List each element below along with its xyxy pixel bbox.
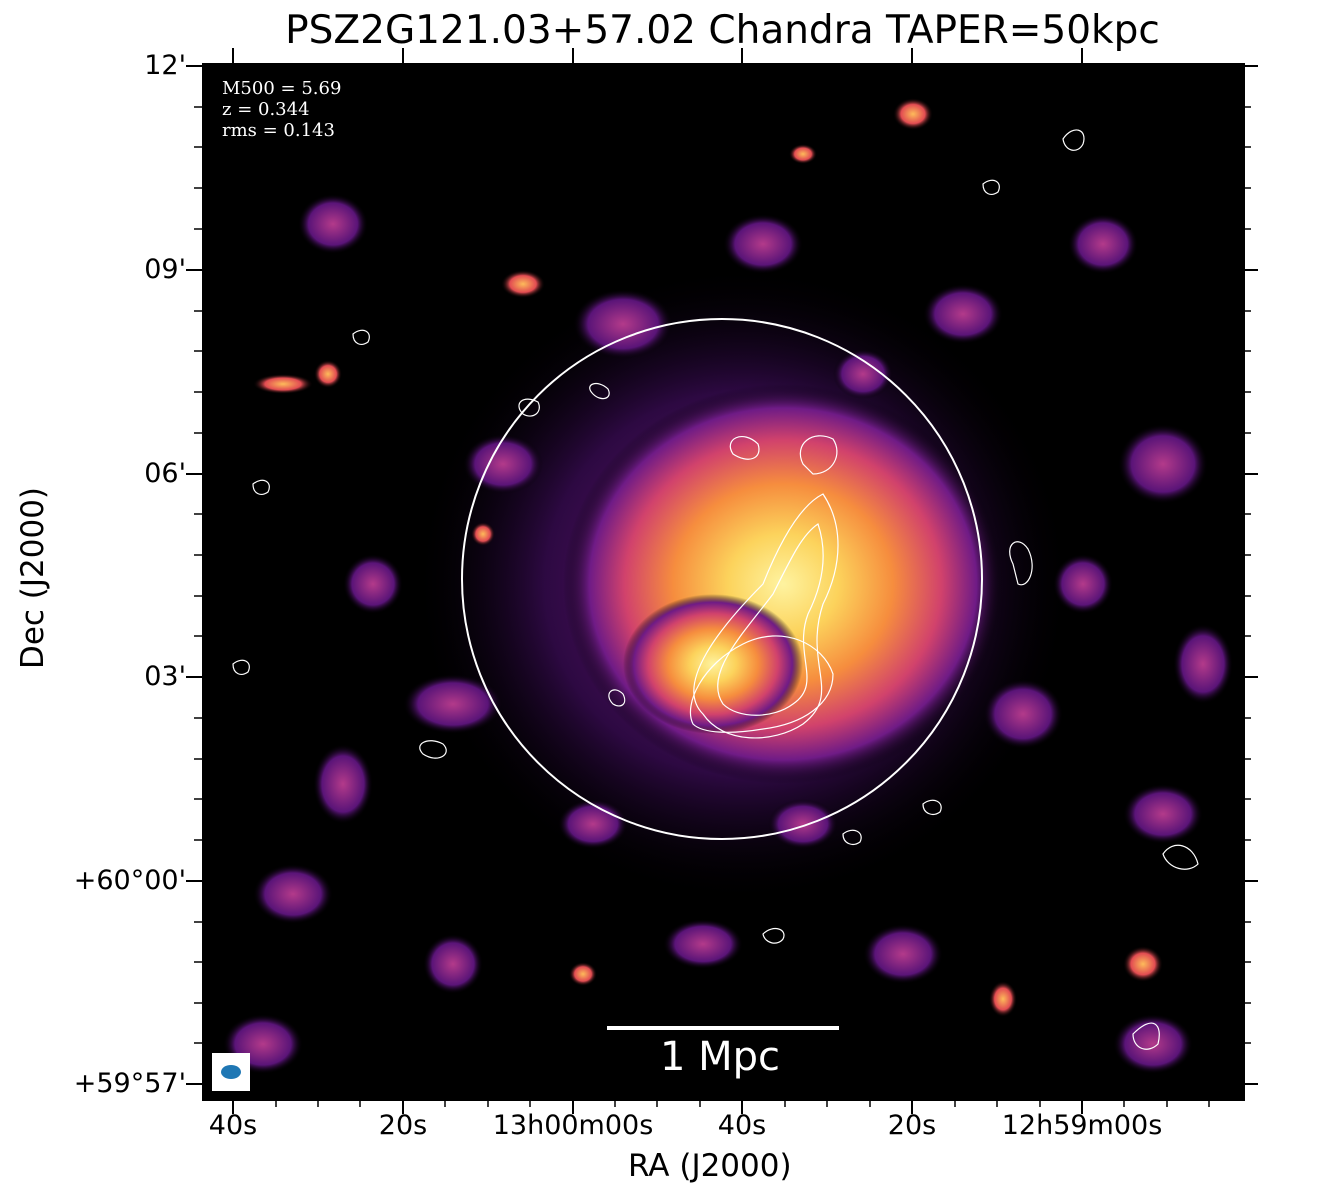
ytick-label: +59°57' bbox=[73, 1068, 186, 1099]
cluster-subpeak bbox=[623, 594, 803, 734]
ytick-label: +60°00' bbox=[73, 865, 186, 896]
scalebar-label: 1 Mpc bbox=[659, 1034, 781, 1080]
y-axis-title: Dec (J2000) bbox=[15, 486, 51, 670]
r500-circle bbox=[461, 318, 983, 840]
ytick-label: 03' bbox=[144, 661, 186, 692]
xtick-label: 40s bbox=[717, 1110, 767, 1141]
beam-ellipse bbox=[221, 1065, 241, 1079]
radio-contours bbox=[232, 129, 1199, 1050]
cluster-info: M500 = 5.69 z = 0.344 rms = 0.143 bbox=[222, 78, 341, 141]
ytick-label: 06' bbox=[144, 458, 186, 489]
xtick-label: 20s bbox=[887, 1110, 937, 1141]
figure-title: PSZ2G121.03+57.02 Chandra TAPER=50kpc bbox=[285, 8, 1160, 53]
rms-label: rms = 0.143 bbox=[222, 120, 335, 141]
m500-label: M500 = 5.69 bbox=[222, 78, 342, 99]
xtick-label: 20s bbox=[378, 1110, 428, 1141]
ytick-label: 12' bbox=[144, 50, 186, 81]
xtick-label: 40s bbox=[208, 1110, 258, 1141]
xtick-label: 12h59m00s bbox=[1001, 1110, 1163, 1141]
redshift-label: z = 0.344 bbox=[222, 99, 310, 120]
image-panel bbox=[202, 63, 1245, 1101]
ytick-label: 09' bbox=[144, 254, 186, 285]
x-axis-title: RA (J2000) bbox=[628, 1148, 792, 1184]
noise-blobs bbox=[223, 98, 1233, 1074]
xray-map bbox=[212, 98, 1233, 1091]
xtick-label: 13h00m00s bbox=[492, 1110, 654, 1141]
